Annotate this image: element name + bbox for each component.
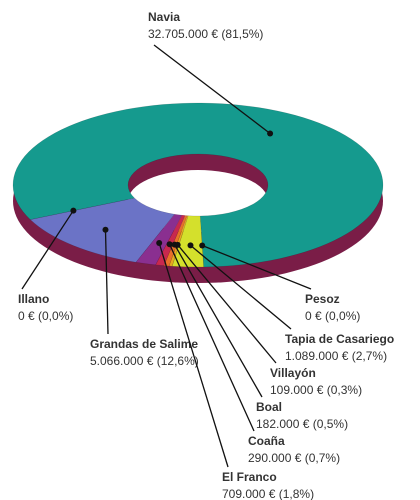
leader-line xyxy=(104,229,109,335)
leader-line xyxy=(169,243,255,432)
slice-name: Grandas de Salime xyxy=(90,337,198,351)
slice-name: Tapia de Casariego xyxy=(285,332,394,346)
leader-dot xyxy=(70,207,77,214)
leader-line xyxy=(153,44,271,135)
leader-line xyxy=(177,244,277,364)
slice xyxy=(155,214,186,266)
leader-line xyxy=(174,244,263,398)
leader-dot xyxy=(187,242,194,249)
leader-dot xyxy=(174,241,181,248)
slice-name: Illano xyxy=(18,292,49,306)
slice-value: 109.000 € (0,3%) xyxy=(270,383,362,397)
slice xyxy=(200,215,204,267)
slice-value: 0 € (0,0%) xyxy=(305,309,360,323)
leader-dot xyxy=(267,130,274,137)
slice-name: Coaña xyxy=(248,434,285,448)
leader-dot xyxy=(166,241,173,248)
slice-name: Villayón xyxy=(270,366,316,380)
slice-value: 5.066.000 € (12,6%) xyxy=(90,354,199,368)
slice-name: El Franco xyxy=(222,470,277,484)
slice-value: 0 € (0,0%) xyxy=(18,309,73,323)
slice-value: 182.000 € (0,5%) xyxy=(256,417,348,431)
slice xyxy=(29,197,176,263)
leader-line xyxy=(201,244,312,290)
slice-name: Pesoz xyxy=(305,292,340,306)
leader-line xyxy=(158,242,229,468)
slice-name: Navia xyxy=(148,10,180,24)
leader-line xyxy=(21,210,74,290)
leader-line xyxy=(190,244,292,330)
leader-dot xyxy=(156,240,163,247)
slice-value: 290.000 € (0,7%) xyxy=(248,451,340,465)
leader-dot xyxy=(102,226,109,233)
slice-value: 1.089.000 € (2,7%) xyxy=(285,349,387,363)
slice-value: 32.705.000 € (81,5%) xyxy=(148,27,263,41)
slice-name: Boal xyxy=(256,400,282,414)
leader-dot xyxy=(199,242,206,249)
slice-value: 709.000 € (1,8%) xyxy=(222,487,314,500)
